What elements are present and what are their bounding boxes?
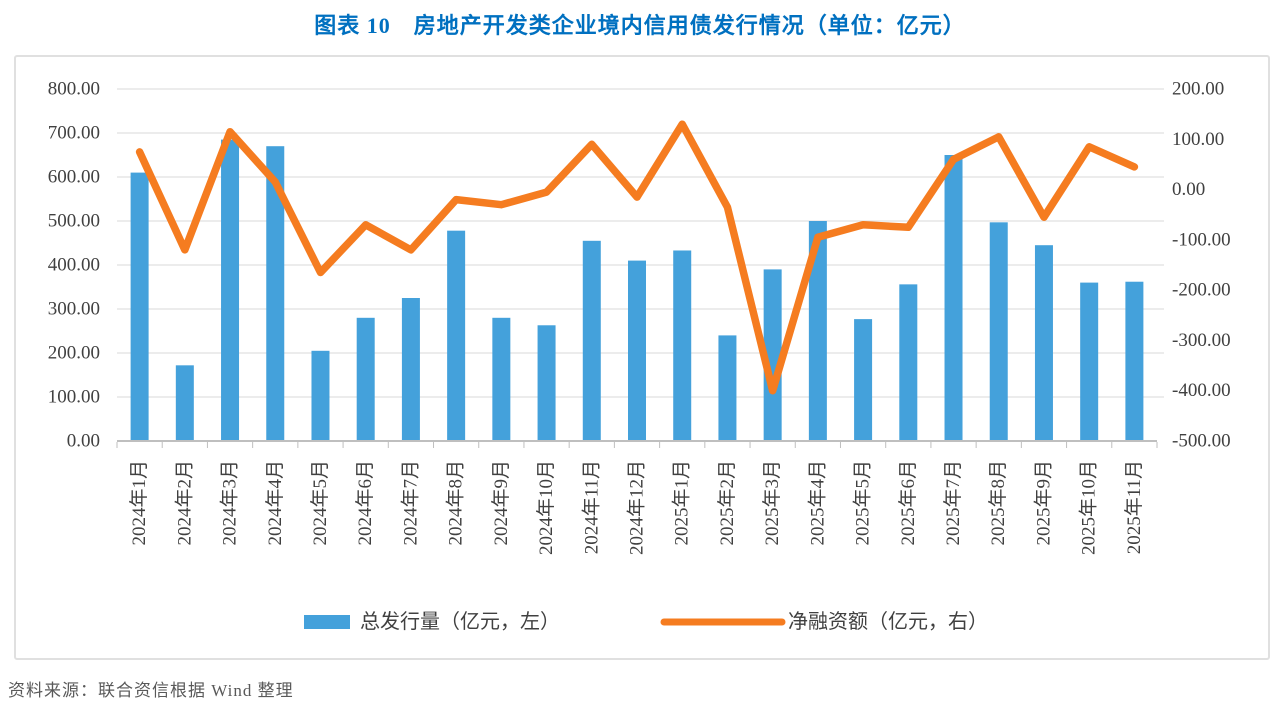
bar	[899, 284, 918, 441]
x-axis-label: 2025年2月	[716, 460, 738, 546]
y-axis-label-left: 700.00	[48, 123, 100, 144]
bar	[401, 298, 420, 441]
bar	[492, 317, 511, 441]
net-financing-line	[135, 120, 1139, 395]
x-axis-label: 2024年8月	[445, 460, 467, 546]
x-axis-label: 2024年6月	[354, 460, 376, 546]
bar	[854, 319, 873, 441]
bar	[989, 222, 1008, 441]
y-axis-label-right: -500.00	[1172, 431, 1231, 452]
bar	[628, 260, 646, 441]
x-axis-label: 2024年12月	[626, 460, 648, 555]
x-axis-label: 2024年1月	[128, 460, 150, 546]
bar	[808, 221, 827, 441]
x-axis-label: 2025年9月	[1032, 460, 1054, 546]
legend-swatch-bar	[304, 615, 350, 629]
x-axis-label: 2025年3月	[761, 460, 783, 546]
bar	[266, 146, 285, 441]
y-axis-label-right: -400.00	[1172, 380, 1231, 401]
bar	[356, 317, 375, 441]
x-axis-label: 2024年2月	[173, 460, 195, 546]
bar	[221, 139, 240, 441]
chart-area: 0.00 100.00 200.00 300.00 400.00 500.00 600.00…	[14, 55, 1270, 660]
x-axis-label: 2025年7月	[942, 460, 964, 546]
y-axis-label-left: 100.00	[48, 387, 100, 408]
x-axis-label: 2025年11月	[1123, 460, 1145, 554]
legend-label-line: 净融资额（亿元，右）	[788, 610, 988, 633]
x-axis-label: 2024年11月	[580, 460, 602, 554]
y-axis-label-left: 500.00	[48, 211, 100, 232]
x-axis-label: 2024年4月	[264, 460, 286, 546]
legend-item-line: 净融资额（亿元，右）	[660, 610, 988, 633]
bar	[175, 365, 194, 441]
x-axis-label: 2025年5月	[852, 460, 874, 546]
y-axis-label-right: 0.00	[1172, 179, 1205, 200]
y-axis-label-left: 400.00	[48, 255, 100, 276]
bar	[311, 350, 330, 441]
bar	[944, 155, 963, 441]
y-axis-label-right: -300.00	[1172, 330, 1231, 351]
x-axis-label: 2025年8月	[987, 460, 1009, 546]
x-axis-label: 2024年3月	[219, 460, 241, 546]
y-axis-label-right: -200.00	[1172, 280, 1231, 301]
y-axis-label-right: 100.00	[1172, 129, 1224, 150]
legend-item-bars: 总发行量（亿元，左）	[304, 610, 560, 633]
bar	[1125, 281, 1144, 441]
y-axis-label-right: -100.00	[1172, 229, 1231, 250]
y-axis-label-left: 800.00	[48, 79, 100, 100]
x-axis-label: 2025年4月	[806, 460, 828, 546]
bar	[1080, 282, 1099, 441]
bar	[718, 335, 737, 441]
legend-label-bars: 总发行量（亿元，左）	[360, 610, 560, 633]
bar	[582, 240, 601, 441]
x-axis-label: 2025年1月	[671, 460, 693, 546]
x-axis-label: 2025年6月	[897, 460, 919, 546]
combo-chart: 0.00 100.00 200.00 300.00 400.00 500.00 600.00…	[48, 79, 1231, 634]
x-axis-label: 2024年10月	[535, 460, 557, 555]
x-axis-label: 2025年10月	[1078, 460, 1100, 555]
y-axis-label-left: 200.00	[48, 343, 100, 364]
source-note: 资料来源：联合资信根据 Wind 整理	[8, 681, 294, 700]
y-axis-label-left: 600.00	[48, 167, 100, 188]
bar	[537, 325, 556, 441]
bar	[673, 250, 692, 441]
bar	[447, 230, 466, 441]
bar	[130, 172, 149, 441]
y-axis-label-left: 0.00	[67, 431, 100, 452]
x-axis-label: 2024年7月	[399, 460, 421, 546]
y-axis-label-right: 200.00	[1172, 79, 1224, 100]
chart-title: 图表 10 房地产开发类企业境内信用债发行情况（单位：亿元）	[314, 13, 966, 38]
bar	[1034, 245, 1053, 441]
bar	[763, 269, 782, 441]
x-axis-label: 2024年5月	[309, 460, 331, 546]
x-axis-label: 2024年9月	[490, 460, 512, 546]
y-axis-label-left: 300.00	[48, 299, 100, 320]
